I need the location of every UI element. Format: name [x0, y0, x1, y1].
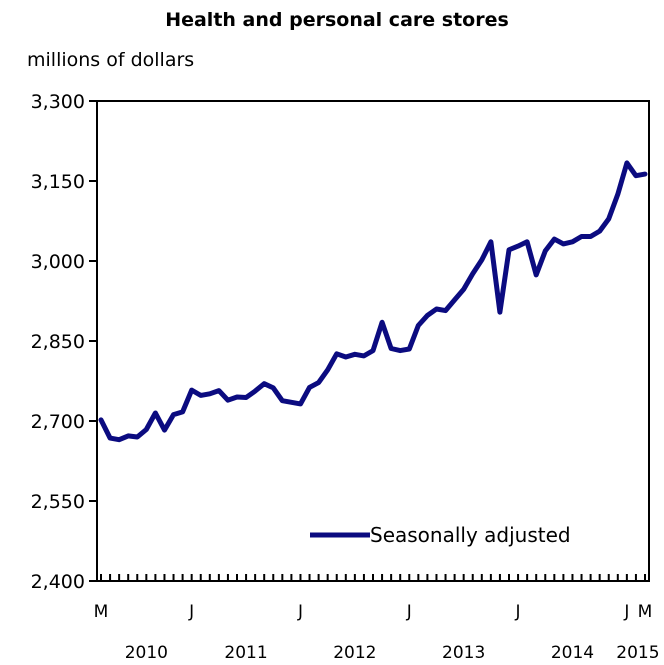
x-year-label: 2014	[551, 643, 594, 663]
y-tick-label: 2,550	[31, 491, 85, 513]
y-tick-label: 2,400	[31, 571, 85, 593]
x-month-label: J	[623, 602, 629, 622]
y-tick-label: 2,700	[31, 411, 85, 433]
y-tick-label: 3,150	[31, 171, 85, 193]
x-month-label: M	[94, 602, 109, 622]
x-axis-ticks	[100, 574, 646, 581]
chart-title: Health and personal care stores	[165, 9, 509, 31]
y-tick-label: 3,000	[31, 251, 85, 273]
y-tick-label: 3,300	[31, 91, 85, 113]
y-axis-unit-label: millions of dollars	[27, 49, 194, 71]
x-month-label: J	[515, 602, 521, 622]
series-line-seasonally-adjusted	[98, 160, 648, 443]
x-year-label: 2010	[125, 643, 168, 663]
x-year-label: 2015	[616, 643, 659, 663]
x-year-label: 2011	[224, 643, 267, 663]
plot-frame	[96, 100, 650, 582]
x-year-label: 2013	[442, 643, 485, 663]
x-month-label: M	[638, 602, 653, 622]
y-axis-ticks: 2,400 2,550 2,700 2,850 3,000 3,150 3,300	[31, 91, 97, 593]
legend: Seasonally adjusted	[310, 523, 571, 547]
x-year-label: 2012	[333, 643, 376, 663]
x-month-label: J	[406, 602, 412, 622]
x-month-label: J	[188, 602, 194, 622]
legend-label: Seasonally adjusted	[370, 523, 571, 547]
x-month-label: J	[297, 602, 303, 622]
y-tick-label: 2,850	[31, 331, 85, 353]
